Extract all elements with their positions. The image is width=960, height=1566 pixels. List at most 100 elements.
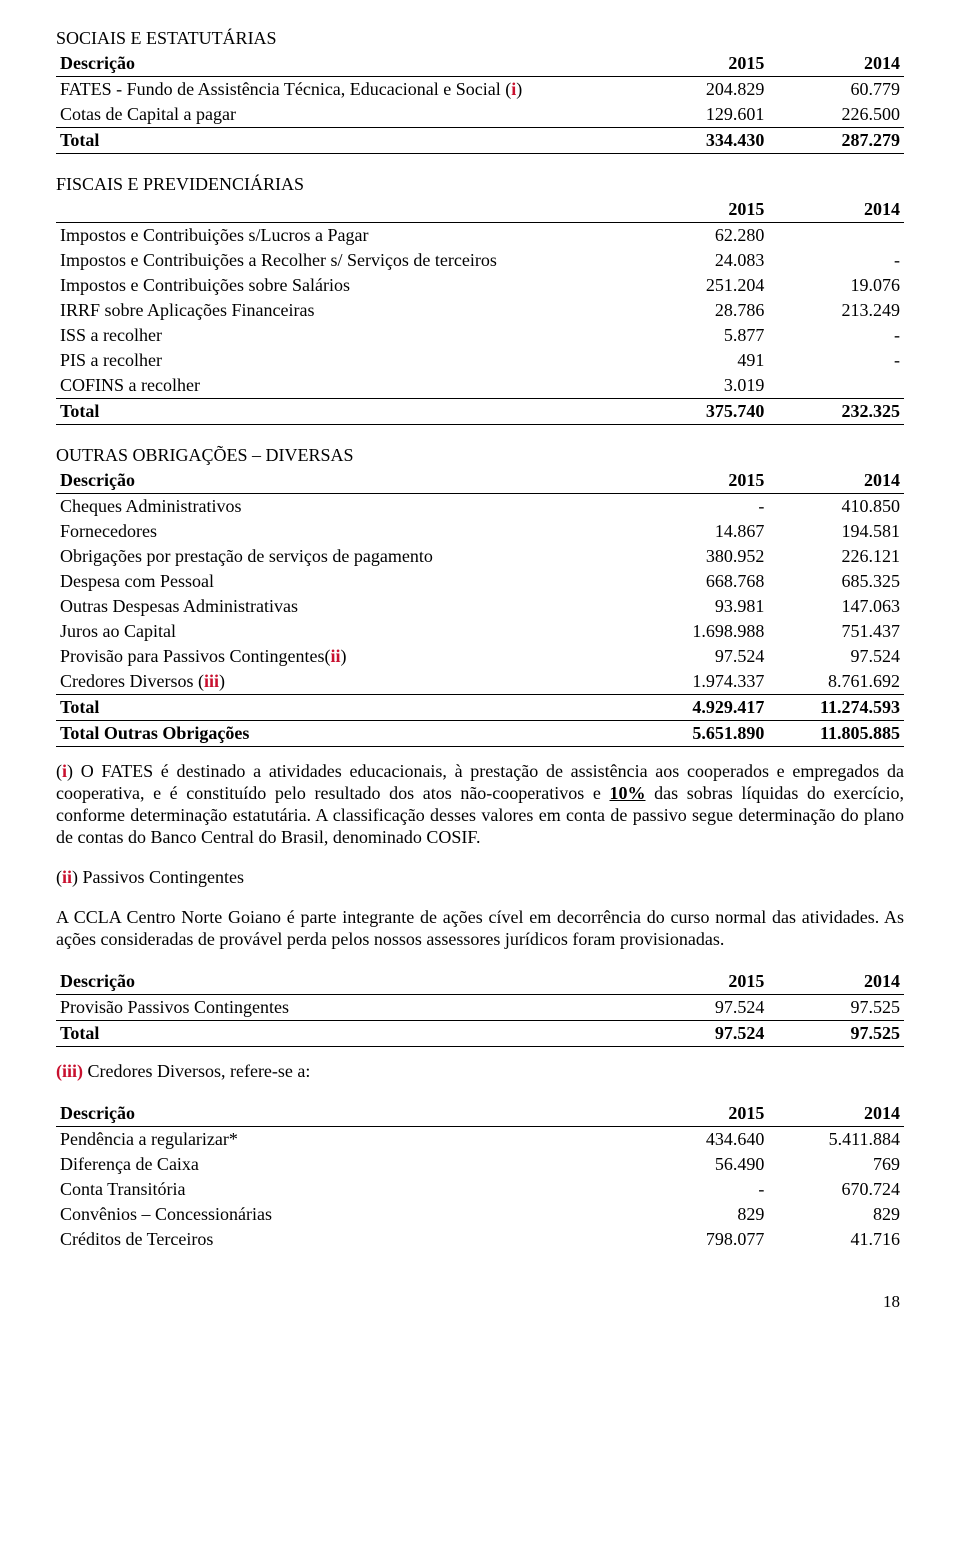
table-total: Total 334.430 287.279	[56, 128, 904, 154]
section-title-outras: OUTRAS OBRIGAÇÕES – DIVERSAS	[56, 445, 904, 466]
row-2015: 1.698.988	[633, 619, 769, 644]
row-desc-post: )	[516, 79, 522, 99]
table-total: Total 375.740 232.325	[56, 399, 904, 425]
row-2014: 5.411.884	[768, 1126, 904, 1152]
col-2014: 2014	[768, 1101, 904, 1127]
row-desc: Conta Transitória	[56, 1177, 633, 1202]
table-row: COFINS a recolher3.019	[56, 373, 904, 399]
row-2015: 129.601	[633, 102, 769, 128]
row-2014: 685.325	[768, 569, 904, 594]
row-2015: 97.524	[633, 994, 769, 1020]
table-outras: Descrição 2015 2014 Cheques Administrati…	[56, 468, 904, 747]
total-2014: 232.325	[768, 399, 904, 425]
row-desc-post: )	[341, 646, 347, 666]
total-2014: 97.525	[768, 1020, 904, 1046]
row-desc: Créditos de Terceiros	[56, 1227, 633, 1252]
row-2014	[768, 223, 904, 249]
note-marker: iii	[204, 671, 219, 691]
row-2014: 60.779	[768, 77, 904, 103]
row-desc: IRRF sobre Aplicações Financeiras	[56, 298, 633, 323]
table-fiscais: 2015 2014 Impostos e Contribuições s/Luc…	[56, 197, 904, 425]
note-marker: ii	[330, 646, 340, 666]
table-row: Impostos e Contribuições s/Lucros a Paga…	[56, 223, 904, 249]
row-2014: 769	[768, 1152, 904, 1177]
row-desc: Impostos e Contribuições sobre Salários	[56, 273, 633, 298]
row-desc: ISS a recolher	[56, 323, 633, 348]
grand-label: Total Outras Obrigações	[56, 721, 633, 747]
table-row: PIS a recolher491-	[56, 348, 904, 373]
row-2015: 28.786	[633, 298, 769, 323]
page-number: 18	[56, 1292, 904, 1312]
row-2014: 213.249	[768, 298, 904, 323]
note-pct: 10%	[610, 783, 646, 803]
col-desc: Descrição	[56, 468, 633, 494]
table-row: Credores Diversos (iii)1.974.3378.761.69…	[56, 669, 904, 695]
table-row: Créditos de Terceiros798.07741.716	[56, 1227, 904, 1252]
row-2014: 147.063	[768, 594, 904, 619]
col-2015: 2015	[633, 197, 769, 223]
row-desc: Pendência a regularizar*	[56, 1126, 633, 1152]
row-2015: 3.019	[633, 373, 769, 399]
row-desc: Cotas de Capital a pagar	[56, 102, 633, 128]
table-total: Total 97.524 97.525	[56, 1020, 904, 1046]
row-desc: Juros ao Capital	[56, 619, 633, 644]
row-2015: 380.952	[633, 544, 769, 569]
row-desc: Despesa com Pessoal	[56, 569, 633, 594]
row-2015: 5.877	[633, 323, 769, 348]
table-sociais: Descrição 2015 2014 FATES - Fundo de Ass…	[56, 51, 904, 154]
table-row: FATES - Fundo de Assistência Técnica, Ed…	[56, 77, 904, 103]
note-marker: ii	[62, 867, 72, 887]
row-2014: 19.076	[768, 273, 904, 298]
col-2014: 2014	[768, 468, 904, 494]
row-desc: Impostos e Contribuições s/Lucros a Paga…	[56, 223, 633, 249]
col-2014: 2014	[768, 969, 904, 995]
row-desc-post: )	[219, 671, 225, 691]
col-desc: Descrição	[56, 1101, 633, 1127]
note-iii-text: Credores Diversos, refere-se a:	[83, 1061, 310, 1081]
row-desc: Convênios – Concessionárias	[56, 1202, 633, 1227]
row-desc: Obrigações por prestação de serviços de …	[56, 544, 633, 569]
total-label: Total	[56, 1020, 633, 1046]
row-2015: 798.077	[633, 1227, 769, 1252]
col-2015: 2015	[633, 969, 769, 995]
section-title-fiscais: FISCAIS E PREVIDENCIÁRIAS	[56, 174, 904, 195]
row-desc: Impostos e Contribuições a Recolher s/ S…	[56, 248, 633, 273]
row-desc: Diferença de Caixa	[56, 1152, 633, 1177]
row-2014: -	[768, 323, 904, 348]
row-2015: 62.280	[633, 223, 769, 249]
table-row: Conta Transitória-670.724	[56, 1177, 904, 1202]
note-marker: (iii)	[56, 1061, 83, 1081]
row-2015: 829	[633, 1202, 769, 1227]
total-2015: 375.740	[633, 399, 769, 425]
row-2015: 93.981	[633, 594, 769, 619]
table-row: Obrigações por prestação de serviços de …	[56, 544, 904, 569]
table-row: Despesa com Pessoal668.768685.325	[56, 569, 904, 594]
note-ii-body: A CCLA Centro Norte Goiano é parte integ…	[56, 907, 904, 951]
row-desc: Provisão para Passivos Contingentes(	[60, 646, 330, 666]
table-row: Convênios – Concessionárias829829	[56, 1202, 904, 1227]
row-2014: -	[768, 248, 904, 273]
col-2014: 2014	[768, 51, 904, 77]
row-2015: 97.524	[633, 644, 769, 669]
row-2014: 226.500	[768, 102, 904, 128]
row-2015: 668.768	[633, 569, 769, 594]
row-2014: 8.761.692	[768, 669, 904, 695]
row-2015: 14.867	[633, 519, 769, 544]
table-row: Outras Despesas Administrativas93.981147…	[56, 594, 904, 619]
note-ii-title: (ii) Passivos Contingentes	[56, 867, 904, 889]
table-row: Pendência a regularizar*434.6405.411.884	[56, 1126, 904, 1152]
table-total: Total 4.929.417 11.274.593	[56, 695, 904, 721]
total-2015: 4.929.417	[633, 695, 769, 721]
total-2014: 287.279	[768, 128, 904, 154]
table-row: ISS a recolher5.877-	[56, 323, 904, 348]
row-desc: FATES - Fundo de Assistência Técnica, Ed…	[60, 79, 511, 99]
row-2015: -	[633, 1177, 769, 1202]
row-2014: 226.121	[768, 544, 904, 569]
row-2015: 434.640	[633, 1126, 769, 1152]
col-desc: Descrição	[56, 51, 633, 77]
table-row: Cheques Administrativos-410.850	[56, 494, 904, 520]
total-label: Total	[56, 128, 633, 154]
note-iii: (iii) Credores Diversos, refere-se a:	[56, 1061, 904, 1083]
row-2015: 204.829	[633, 77, 769, 103]
row-2015: -	[633, 494, 769, 520]
